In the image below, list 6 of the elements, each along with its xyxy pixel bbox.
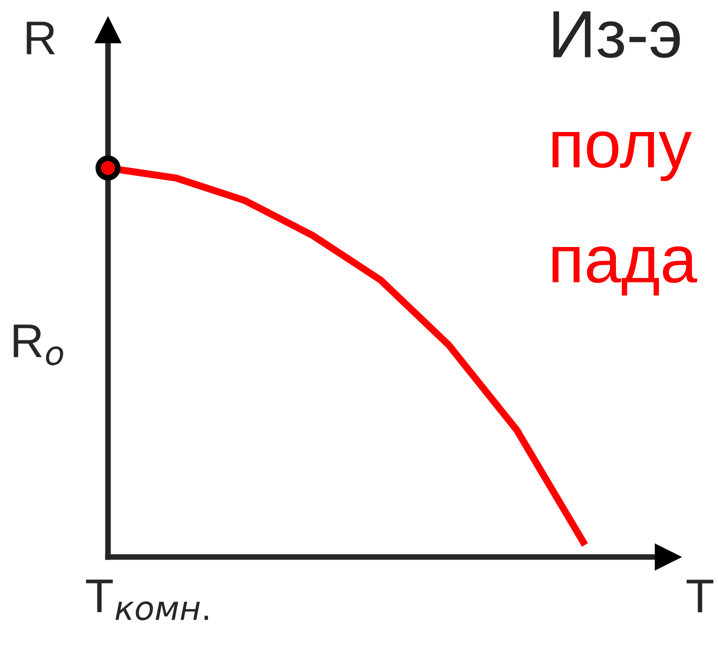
chart-title: Из-э bbox=[553, 11, 680, 58]
y-axis-title: R bbox=[26, 22, 55, 54]
text: T$_{комн.}$ bbox=[86, 580, 208, 620]
x-axis-title: T bbox=[686, 580, 714, 612]
text: R$_{o}$ bbox=[14, 324, 64, 366]
chart-subtitle: полу пада bbox=[552, 131, 698, 296]
